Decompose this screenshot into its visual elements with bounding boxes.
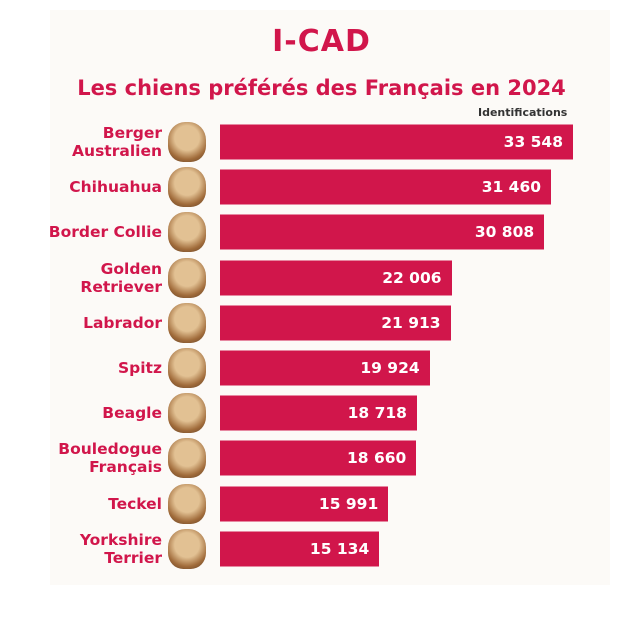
category-label: Spitz <box>117 359 162 377</box>
bar <box>220 440 417 476</box>
value-label: 15 991 <box>318 494 379 513</box>
category-label: Berger Australien <box>72 124 162 160</box>
dog-image <box>168 348 206 388</box>
dog-image <box>168 122 206 162</box>
bar <box>220 169 552 205</box>
category-label: Bouledogue Français <box>58 440 162 477</box>
category-label: Border Collie <box>48 223 162 242</box>
bar <box>220 305 451 341</box>
value-label: 15 134 <box>309 539 370 558</box>
bar <box>220 214 545 250</box>
value-label: 18 660 <box>347 449 407 468</box>
dog-image <box>168 212 206 253</box>
bar <box>220 124 573 160</box>
category-label: Teckel <box>108 494 162 513</box>
bar <box>220 350 430 386</box>
bar <box>220 395 417 431</box>
value-label: 18 718 <box>347 404 407 423</box>
dog-image <box>168 257 206 298</box>
dog-image <box>168 302 206 343</box>
bar <box>220 486 389 522</box>
dog-image <box>168 528 206 569</box>
dog-image <box>168 393 206 434</box>
value-label: 31 460 <box>481 178 542 197</box>
value-label: 30 808 <box>474 223 535 242</box>
value-label: 22 006 <box>382 268 442 287</box>
category-label: Golden Retriever <box>80 259 162 296</box>
dog-image <box>168 483 206 524</box>
category-label: Labrador <box>83 313 162 332</box>
axis-label: Identifications <box>478 106 568 119</box>
value-label: 33 548 <box>503 133 563 151</box>
category-label: Beagle <box>102 404 162 423</box>
dog-image <box>168 167 206 208</box>
chart-title: Les chiens préférés des Français en 2024 <box>77 76 566 100</box>
category-label: Yorkshire Terrier <box>79 530 162 567</box>
value-label: 19 924 <box>360 359 420 377</box>
value-label: 21 913 <box>381 313 441 332</box>
bar <box>220 260 452 296</box>
category-label: Chihuahua <box>69 178 162 197</box>
bar <box>220 531 380 567</box>
logo: I-CAD <box>272 24 371 59</box>
dog-image <box>168 438 206 479</box>
